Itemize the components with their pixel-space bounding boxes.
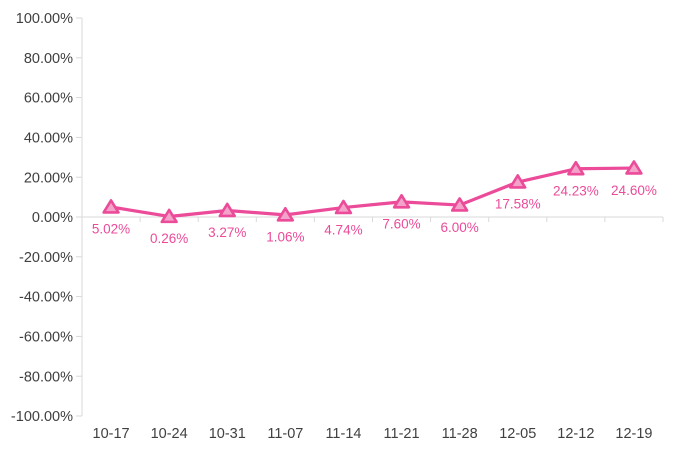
x-tick-label: 11-07 (267, 426, 303, 442)
data-label: 3.27% (208, 225, 246, 240)
data-label: 0.26% (150, 231, 188, 246)
x-tick-label: 10-31 (209, 426, 246, 442)
data-label: 24.60% (611, 183, 657, 198)
y-tick-label: -100.00% (11, 409, 73, 425)
x-tick-label: 11-21 (384, 426, 420, 442)
y-tick-label: -60.00% (19, 329, 73, 345)
data-point-marker[interactable] (160, 208, 178, 224)
y-tick-label: -40.00% (19, 290, 73, 306)
x-tick-label: 12-19 (615, 426, 652, 442)
data-point-marker[interactable] (218, 202, 236, 218)
y-tick-label: 40.00% (24, 130, 73, 146)
data-point-marker[interactable] (276, 206, 295, 222)
y-tick-label: 20.00% (24, 170, 73, 186)
data-point-marker[interactable] (625, 160, 643, 175)
data-point-marker[interactable] (334, 199, 353, 215)
data-point-marker[interactable] (509, 174, 527, 189)
data-label: 17.58% (495, 197, 541, 212)
data-label: 24.23% (553, 184, 599, 199)
data-point-marker[interactable] (450, 197, 469, 212)
data-point-marker[interactable] (392, 193, 411, 209)
data-label: 5.02% (92, 222, 130, 237)
y-tick-label: 60.00% (24, 91, 73, 107)
x-tick-label: 10-24 (151, 426, 188, 442)
x-tick-label: 11-14 (325, 426, 361, 442)
data-label: 1.06% (266, 230, 304, 245)
data-label: 6.00% (441, 220, 479, 235)
data-point-marker[interactable] (102, 199, 120, 214)
x-tick-label: 11-28 (442, 426, 478, 442)
data-point-marker[interactable] (567, 160, 585, 176)
x-tick-label: 10-17 (93, 426, 130, 442)
y-tick-label: 0.00% (32, 210, 73, 226)
x-tick-label: 12-12 (557, 426, 594, 442)
y-tick-label: 80.00% (24, 51, 73, 67)
y-tick-label: 100.00% (16, 11, 73, 27)
data-label: 4.74% (324, 222, 362, 237)
data-label: 7.60% (382, 217, 420, 232)
series-line (109, 166, 636, 219)
y-tick-label: -80.00% (19, 369, 73, 385)
y-tick-label: -20.00% (19, 250, 73, 266)
x-tick-label: 12-05 (499, 426, 536, 442)
